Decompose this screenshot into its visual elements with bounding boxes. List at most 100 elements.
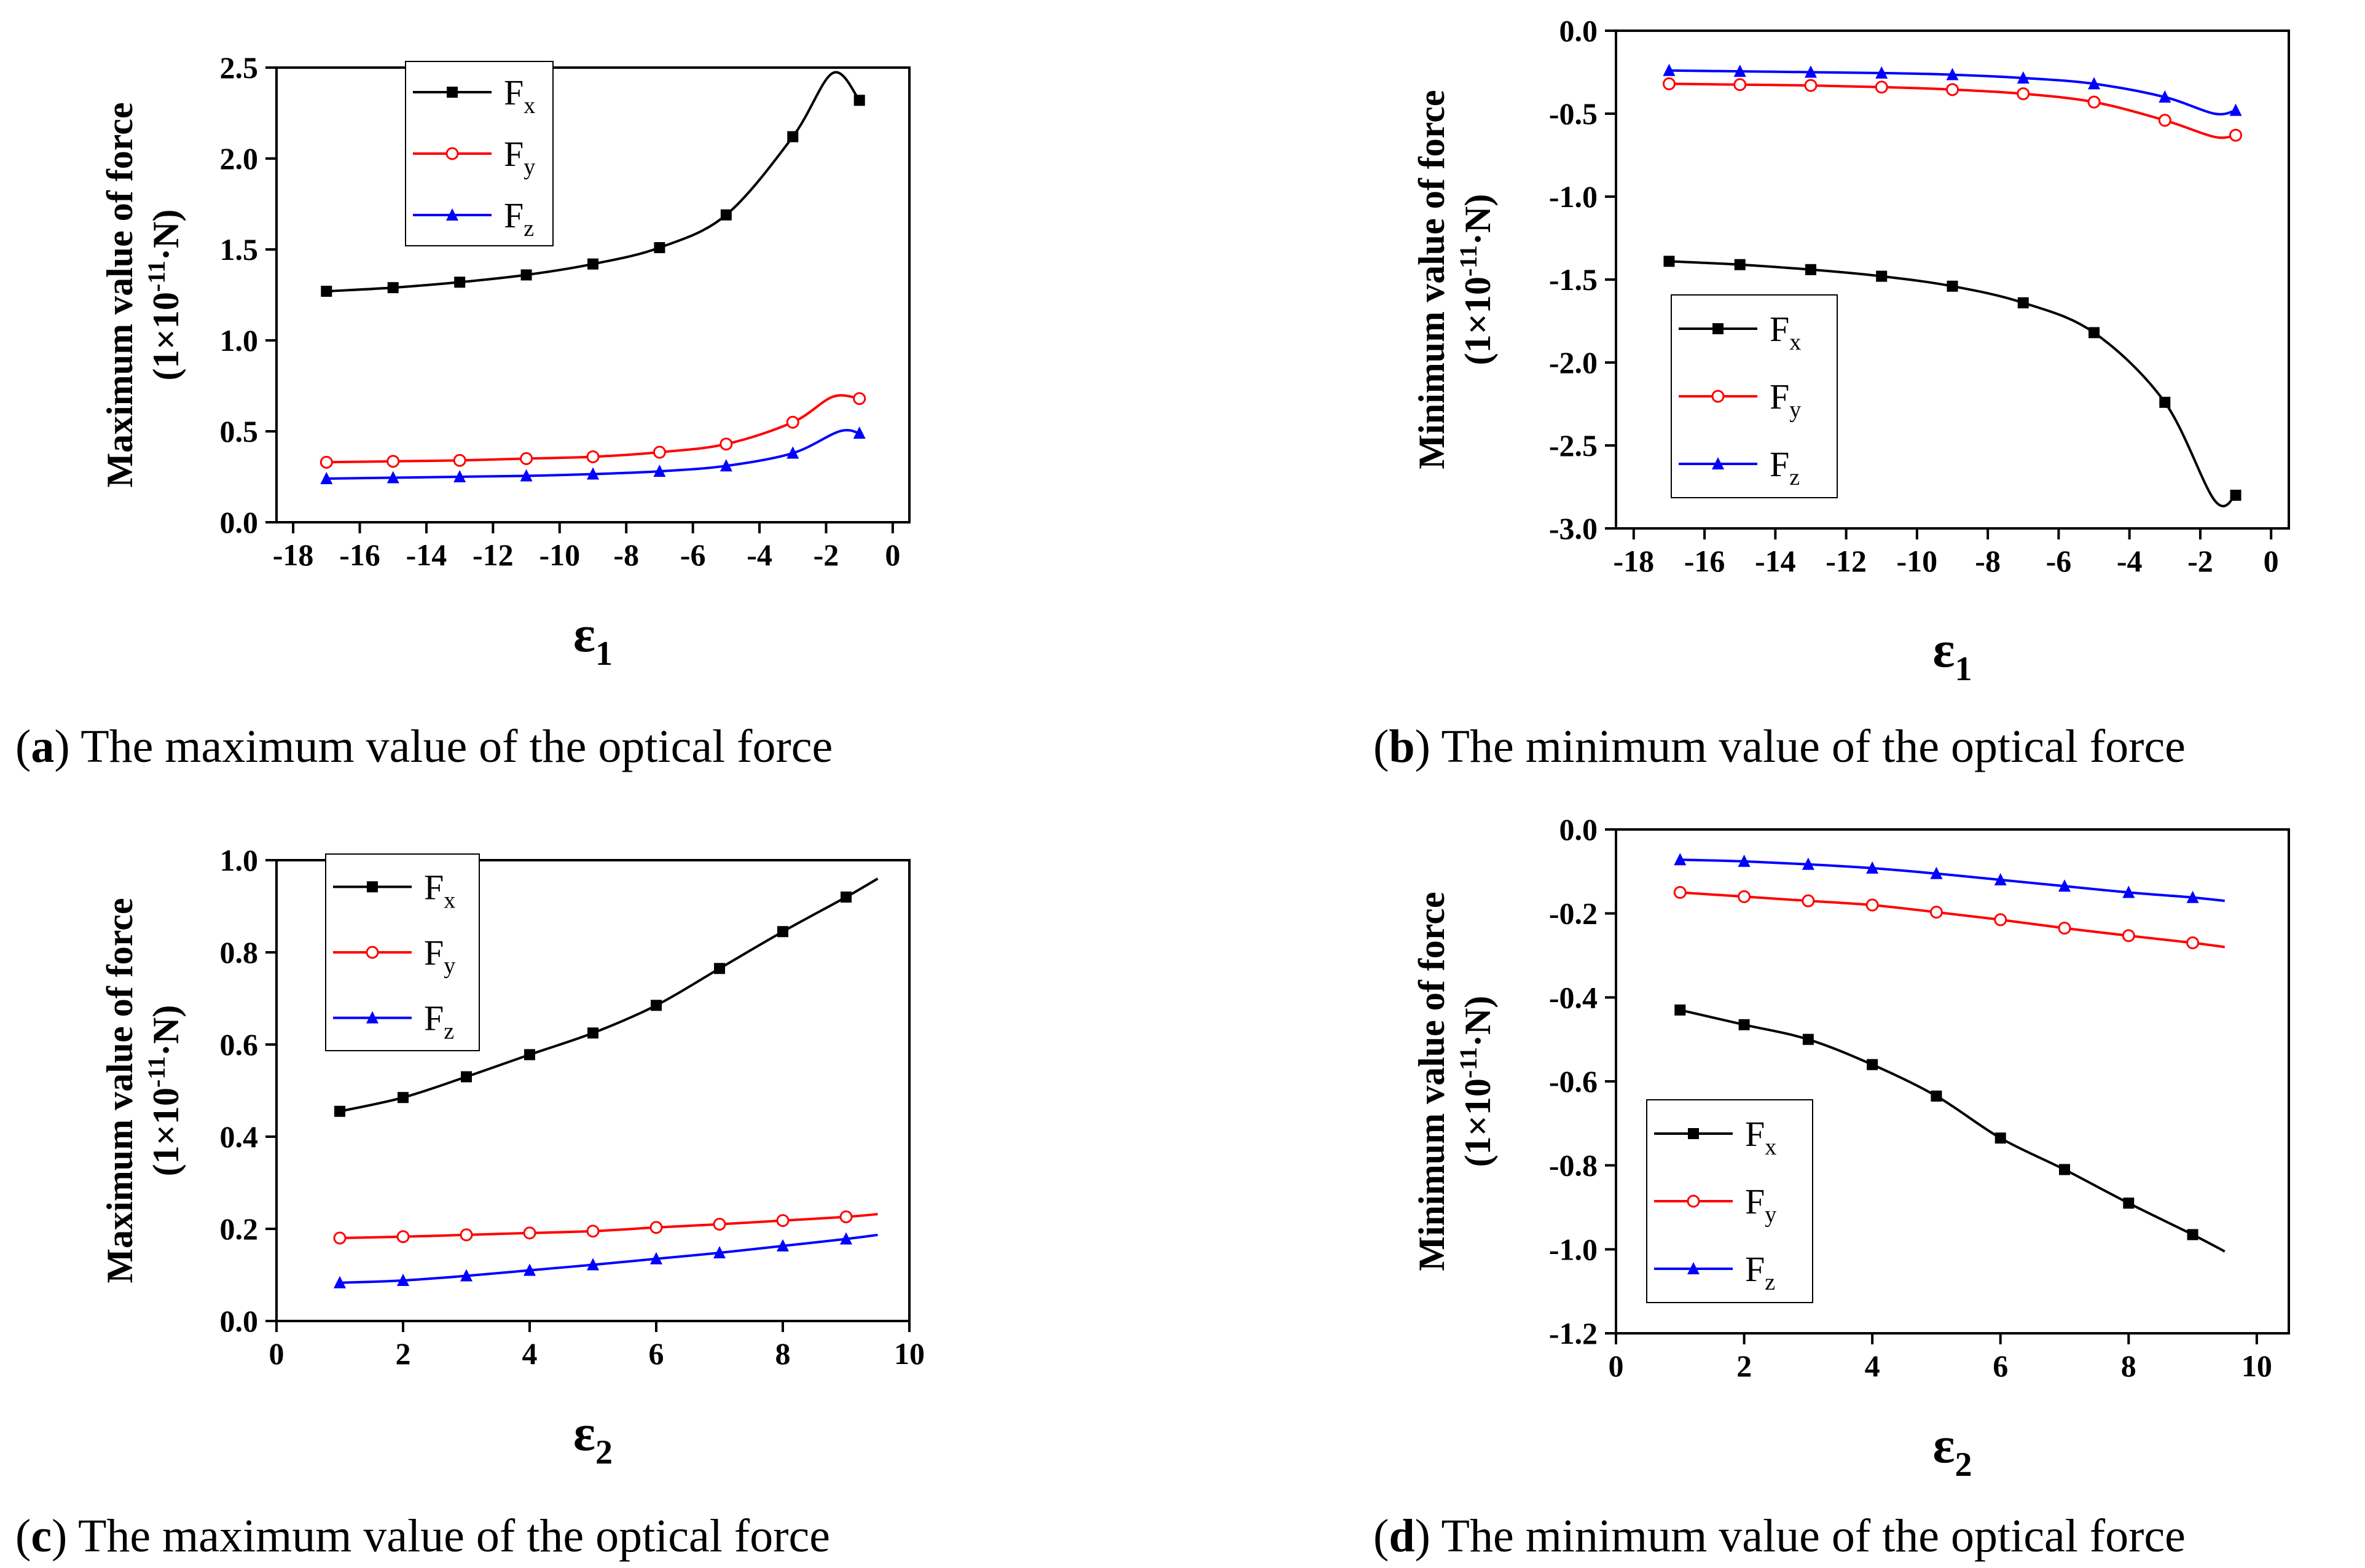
- data-point-Fx: [587, 258, 598, 270]
- x-tick-label: -10: [539, 538, 580, 572]
- y-tick-label: -2.5: [1549, 428, 1598, 463]
- data-point-Fz: [520, 469, 533, 482]
- x-tick-label: 2: [396, 1336, 411, 1371]
- legend-label-Fy: Fy: [504, 134, 535, 180]
- x-tick-label: 2: [1736, 1349, 1752, 1383]
- y-axis-title: Maximum value of force: [100, 102, 140, 487]
- legend: Fx Fy Fz: [405, 61, 554, 246]
- series-line-Fx: [339, 877, 879, 1113]
- y-tick-label: -1.0: [1549, 1232, 1598, 1266]
- x-tick-label: -16: [1684, 544, 1725, 578]
- series-Fy: [320, 392, 866, 469]
- y-tick-label: 0.5: [220, 414, 259, 449]
- y-tick-label: 0.4: [220, 1119, 259, 1154]
- data-point-Fx: [2017, 297, 2029, 308]
- y-tick-label: -1.5: [1549, 262, 1598, 297]
- data-point-Fy: [333, 1231, 347, 1245]
- data-point-Fx: [1802, 1033, 1814, 1045]
- series-Fx: [1674, 1004, 2226, 1253]
- x-tick-label: -6: [2046, 544, 2072, 578]
- y-tick-label: -0.2: [1549, 896, 1598, 931]
- x-tick-label: -12: [473, 538, 514, 572]
- data-point-Fx: [853, 95, 865, 106]
- x-tick-label: -6: [680, 538, 706, 572]
- y-tick-label: 2.5: [220, 50, 259, 85]
- data-point-Fz: [386, 471, 399, 484]
- data-point-Fz: [453, 470, 466, 482]
- data-point-Fx: [334, 1105, 345, 1117]
- x-axis-title: ε2: [1933, 1417, 1972, 1484]
- data-point-Fx: [720, 209, 732, 221]
- data-point-Fz: [2159, 90, 2171, 103]
- series-Fy: [1673, 886, 2225, 949]
- data-point-Fx: [2059, 1164, 2070, 1175]
- series-line-Fy: [339, 1213, 878, 1239]
- chart-panel-c: 0 2 4 6 8 10 0.0 0.2 0.4 0.6 0.8 1.0 Fx Fy Fz Maximum v…: [15, 843, 925, 1562]
- x-axis-title: ε1: [573, 606, 613, 673]
- y-tick-label: 0.0: [220, 1304, 259, 1338]
- data-point-Fx: [787, 131, 799, 143]
- plot-frame: [275, 859, 911, 1322]
- series-Fz: [320, 426, 866, 484]
- data-point-Fy: [776, 1214, 790, 1227]
- data-point-Fy: [1804, 79, 1818, 92]
- x-axis-title: ε2: [573, 1405, 613, 1472]
- y-axis-unit: (1×10-11·N): [143, 1005, 186, 1177]
- legend-label-Fz: Fz: [424, 998, 454, 1045]
- x-tick-label: -8: [1975, 544, 2001, 578]
- legend-marker-Fx: [447, 87, 458, 98]
- data-point-Fx: [524, 1049, 535, 1060]
- data-point-Fy: [1733, 78, 1747, 92]
- x-tick-label: 10: [2241, 1349, 2272, 1383]
- y-tick-label: -1.0: [1549, 179, 1598, 214]
- data-point-Fx: [1931, 1090, 1942, 1102]
- series-line-Fz: [339, 1233, 878, 1284]
- legend-marker-Fx: [1688, 1128, 1699, 1139]
- data-point-Fy: [1673, 886, 1687, 899]
- data-point-Fz: [587, 467, 599, 480]
- series-Fx: [334, 877, 879, 1117]
- data-point-Fy: [520, 452, 533, 465]
- series-Fz: [334, 1232, 878, 1288]
- data-point-Fz: [840, 1232, 852, 1245]
- legend-marker-Fz: [366, 1011, 378, 1024]
- data-point-Fy: [586, 1225, 600, 1238]
- y-tick-label: 0.2: [220, 1212, 259, 1246]
- y-axis-title: Maximum value of force: [100, 898, 140, 1283]
- y-tick-label: 2.0: [220, 141, 259, 176]
- legend: Fx Fy Fz: [325, 853, 480, 1051]
- chart-panel-d: 0 2 4 6 8 10 0.0 -0.2 -0.4 -0.6 -0.8 -1.0 -1.2 Fx Fy Fz…: [1373, 812, 2290, 1562]
- data-point-Fy: [1802, 894, 1815, 907]
- x-tick-label: -2: [2187, 544, 2213, 578]
- x-tick-label: 0: [2264, 544, 2279, 578]
- y-tick-label: -0.8: [1549, 1148, 1598, 1183]
- plot-frame: [275, 66, 911, 523]
- data-point-Fx: [1738, 1019, 1750, 1030]
- data-point-Fz: [713, 1246, 726, 1258]
- x-tick-label: 0: [269, 1336, 284, 1371]
- y-tick-label: -1.2: [1549, 1316, 1598, 1350]
- data-point-Fy: [649, 1221, 663, 1234]
- series-line-Fy: [326, 394, 860, 464]
- y-axis-title: Minimum value of force: [1411, 892, 1452, 1271]
- y-axis-unit: (1×10-11·N): [143, 210, 186, 381]
- data-point-Fz: [1738, 854, 1751, 867]
- y-tick-label: 0.0: [1559, 812, 1598, 847]
- legend-marker-Fy: [1687, 1194, 1700, 1208]
- y-tick-label: 0.0: [1559, 14, 1598, 48]
- series-line-Fz: [1669, 69, 2237, 116]
- legend-label-Fy: Fy: [424, 933, 455, 979]
- data-point-Fz: [2088, 77, 2101, 90]
- x-axis-title: ε1: [1933, 621, 1972, 688]
- legend-label-Fz: Fz: [1770, 444, 1800, 490]
- y-tick-label: 0.6: [220, 1027, 259, 1062]
- data-point-Fz: [334, 1276, 346, 1288]
- x-tick-label: 0: [885, 538, 900, 572]
- series-line-Fy: [1669, 82, 2236, 139]
- y-axis-unit: (1×10-11·N): [1454, 194, 1498, 366]
- data-point-Fz: [650, 1252, 662, 1264]
- data-point-Fz: [777, 1239, 789, 1252]
- data-point-Fy: [1865, 898, 1879, 912]
- data-point-Fy: [1738, 890, 1751, 903]
